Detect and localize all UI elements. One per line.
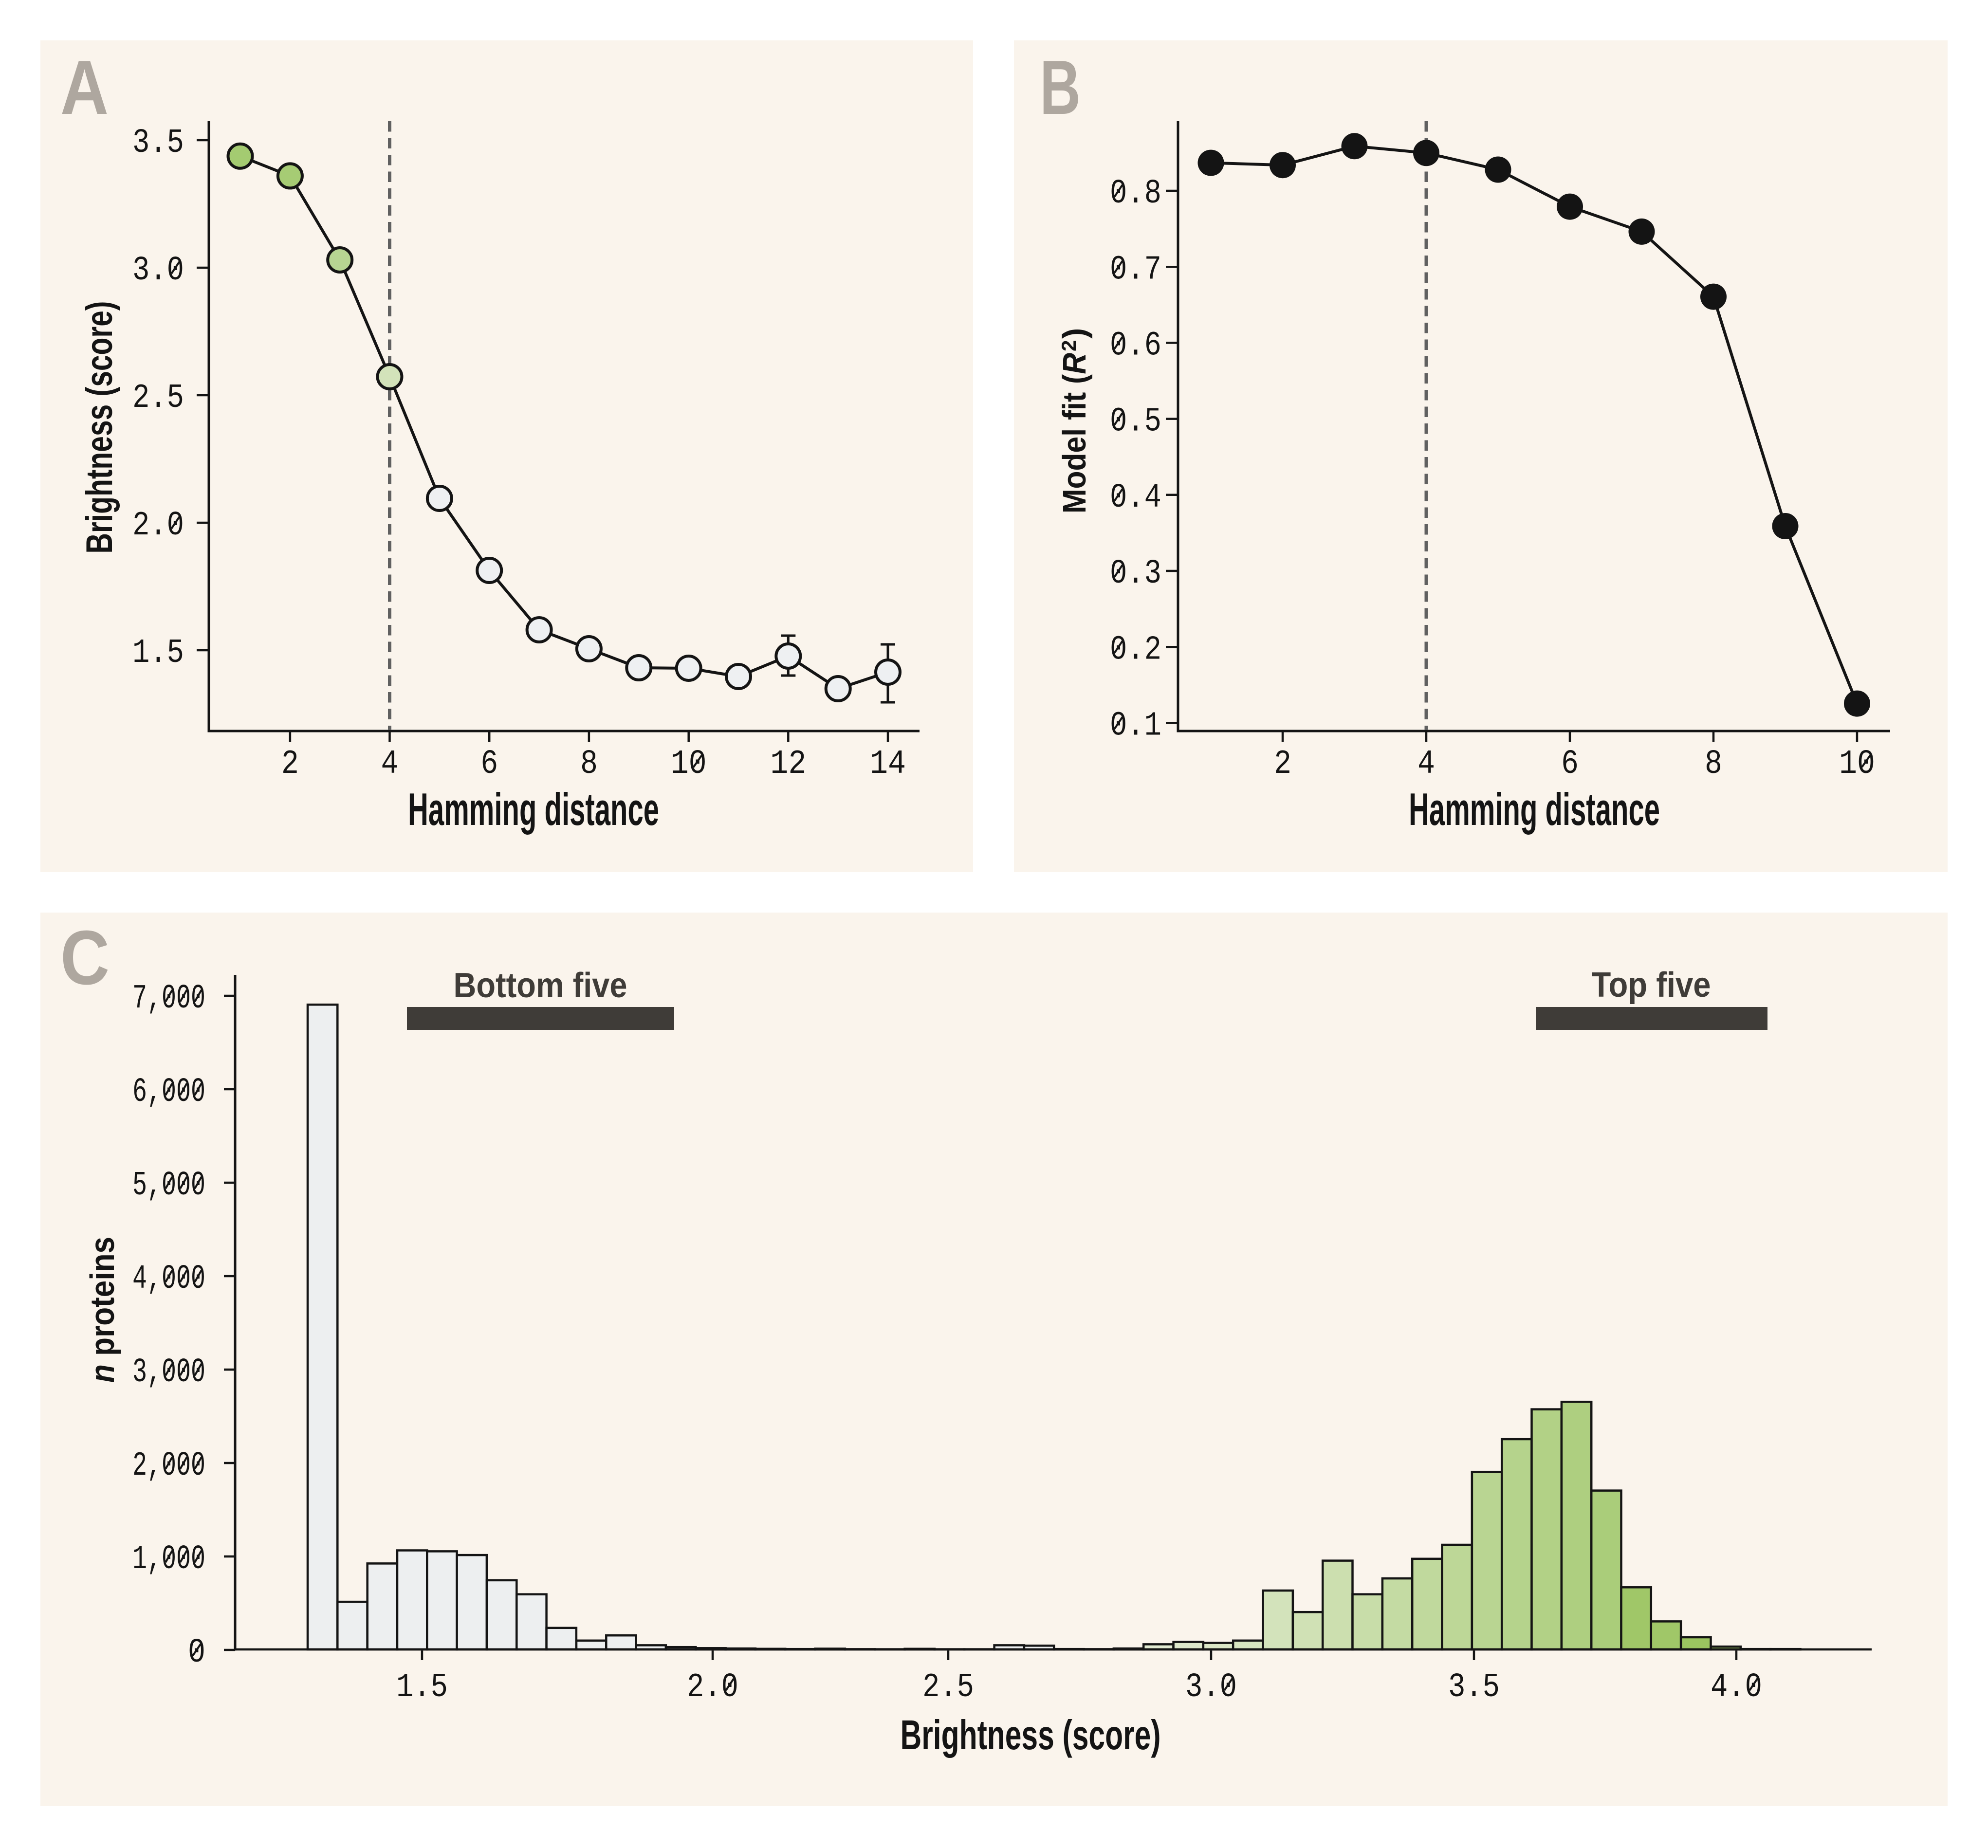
- svg-text:2: 2: [1274, 745, 1291, 784]
- svg-text:6: 6: [1561, 745, 1579, 784]
- svg-text:B: B: [1040, 45, 1081, 130]
- svg-text:10: 10: [1839, 745, 1875, 784]
- svg-text:2: 2: [1057, 340, 1080, 351]
- svg-text:3.5: 3.5: [1448, 1668, 1500, 1707]
- svg-text:8: 8: [1705, 745, 1722, 784]
- svg-text:3.0: 3.0: [1185, 1668, 1237, 1707]
- svg-text:14: 14: [870, 745, 906, 784]
- svg-text:2.0: 2.0: [687, 1668, 738, 1707]
- svg-text:0.1: 0.1: [1110, 707, 1161, 746]
- svg-text:A: A: [60, 45, 109, 130]
- svg-text:0.4: 0.4: [1110, 479, 1161, 517]
- svg-text:0.3: 0.3: [1110, 555, 1161, 593]
- svg-text:Brightness (score): Brightness (score): [79, 301, 120, 554]
- svg-text:0.5: 0.5: [1110, 403, 1161, 441]
- svg-text:Model fit (R: Model fit (R: [1056, 353, 1093, 513]
- svg-text:Hamming distance: Hamming distance: [1409, 784, 1660, 835]
- svg-text:3.5: 3.5: [132, 124, 184, 163]
- svg-text:2,000: 2,000: [132, 1447, 205, 1485]
- svg-text:0.8: 0.8: [1110, 175, 1161, 213]
- svg-text:2.5: 2.5: [922, 1668, 974, 1707]
- svg-text:4,000: 4,000: [132, 1260, 205, 1299]
- svg-text:2: 2: [281, 745, 299, 784]
- svg-text:2.5: 2.5: [132, 379, 184, 418]
- svg-text:8: 8: [580, 745, 598, 784]
- svg-text:): ): [1056, 328, 1093, 339]
- svg-text:1,000: 1,000: [132, 1540, 205, 1579]
- svg-text:6,000: 6,000: [132, 1073, 205, 1112]
- svg-text:3.0: 3.0: [132, 252, 184, 290]
- svg-text:0.7: 0.7: [1110, 251, 1161, 289]
- svg-text:0.6: 0.6: [1110, 327, 1161, 366]
- svg-text:Bottom five: Bottom five: [454, 966, 627, 1005]
- svg-text:1.5: 1.5: [396, 1668, 448, 1707]
- svg-text:C: C: [60, 915, 110, 1001]
- svg-text:4: 4: [1417, 745, 1435, 784]
- svg-text:6: 6: [480, 745, 498, 784]
- svg-text:7,000: 7,000: [132, 980, 205, 1018]
- svg-text:Brightness (score): Brightness (score): [901, 1712, 1161, 1758]
- svg-text:5,000: 5,000: [132, 1167, 205, 1205]
- svg-text:4.0: 4.0: [1711, 1668, 1762, 1707]
- svg-text:10: 10: [671, 745, 707, 784]
- svg-text:0.2: 0.2: [1110, 631, 1161, 669]
- svg-text:Top five: Top five: [1592, 966, 1711, 1005]
- svg-text:0: 0: [188, 1634, 205, 1672]
- svg-text:4: 4: [381, 745, 399, 784]
- svg-text:12: 12: [770, 745, 806, 784]
- svg-text:1.5: 1.5: [132, 634, 184, 673]
- svg-text:3,000: 3,000: [132, 1354, 205, 1392]
- svg-text:n proteins: n proteins: [83, 1237, 121, 1383]
- svg-text:2.0: 2.0: [132, 507, 184, 545]
- svg-text:Hamming distance: Hamming distance: [408, 784, 659, 835]
